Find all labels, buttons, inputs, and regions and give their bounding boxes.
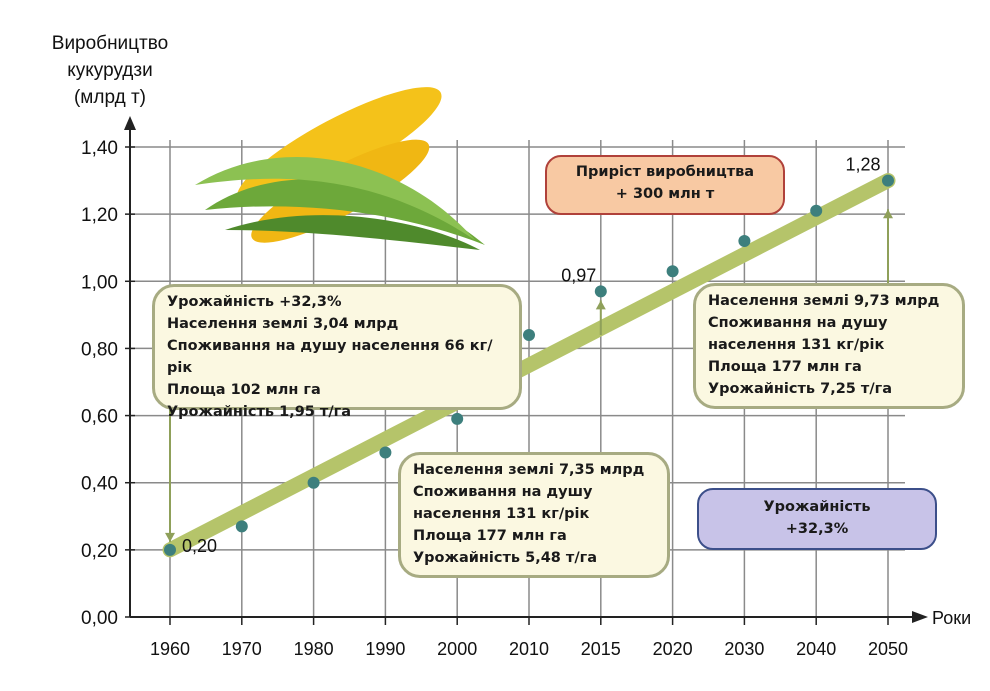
annotation-line: Урожайність 1,95 т/га bbox=[167, 404, 351, 420]
y-tick-label: 1,00 bbox=[81, 272, 118, 293]
arrow-2050-head-icon bbox=[883, 209, 893, 219]
data-point bbox=[164, 543, 176, 556]
annotation-line: населення 131 кг/рік bbox=[413, 506, 590, 522]
annotation-line: Площа 177 млн га bbox=[413, 528, 567, 544]
x-axis-label: Роки bbox=[932, 608, 972, 628]
x-tick-label: 2040 bbox=[796, 639, 836, 659]
y-label-line: кукурудзи bbox=[67, 60, 153, 81]
annotation-line: Площа 102 млн га bbox=[167, 382, 321, 398]
x-tick-label: 1960 bbox=[150, 639, 190, 659]
growth-line: + 300 млн т bbox=[615, 186, 715, 202]
annotation-line: Споживання на душу bbox=[708, 315, 888, 331]
data-label: 0,20 bbox=[182, 536, 217, 556]
y-tick-label: 0,60 bbox=[81, 407, 118, 428]
x-tick-label: 1970 bbox=[222, 639, 262, 659]
annotation-line: Площа 177 млн га bbox=[708, 359, 862, 375]
data-point bbox=[451, 412, 464, 425]
annotation-1960: Урожайність +32,3% Населення землі 3,04 … bbox=[152, 284, 522, 420]
data-point bbox=[666, 265, 679, 278]
annotation-line: Споживання на душу населення 66 кг/рік bbox=[167, 338, 493, 376]
yield-line: +32,3% bbox=[785, 521, 849, 537]
data-label: 0,97 bbox=[561, 265, 596, 285]
y-label-line: Виробництво bbox=[51, 33, 169, 54]
y-label-line: (млрд т) bbox=[73, 87, 146, 108]
y-tick-label: 0,80 bbox=[81, 339, 118, 360]
data-point bbox=[810, 204, 823, 217]
x-tick-label: 2000 bbox=[437, 639, 477, 659]
x-tick-label: 2050 bbox=[868, 639, 908, 659]
y-tick-label: 0,40 bbox=[81, 474, 118, 495]
annotation-line: Населення землі 3,04 млрд bbox=[167, 316, 399, 332]
annotation-line: Урожайність 5,48 т/га bbox=[413, 550, 597, 566]
arrow-2015-head-icon bbox=[595, 300, 606, 310]
data-label: 1,28 bbox=[845, 155, 880, 175]
x-axis-arrow-icon bbox=[912, 611, 928, 623]
data-point bbox=[523, 329, 535, 341]
x-tick-label: 1990 bbox=[365, 639, 405, 659]
annotation-2050: Населення землі 9,73 млрд Споживання на … bbox=[693, 283, 965, 409]
yield-badge: Урожайність +32,3% bbox=[697, 488, 937, 550]
trend-line bbox=[162, 173, 896, 558]
y-axis-label: Виробництво кукурудзи (млрд т) bbox=[30, 30, 190, 111]
annotation-line: населення 131 кг/рік bbox=[708, 337, 885, 353]
yield-line: Урожайність bbox=[763, 499, 871, 515]
annotation-2015: Населення землі 7,35 млрд Споживання на … bbox=[398, 452, 670, 578]
data-point bbox=[307, 476, 320, 489]
x-tick-label: 1980 bbox=[294, 639, 334, 659]
data-point bbox=[235, 520, 248, 533]
growth-badge: Приріст виробництва + 300 млн т bbox=[545, 155, 785, 215]
annotation-line: Урожайність +32,3% bbox=[167, 294, 342, 310]
growth-line: Приріст виробництва bbox=[575, 164, 755, 180]
x-tick-label: 2015 bbox=[581, 639, 621, 659]
y-tick-label: 0,20 bbox=[81, 541, 118, 562]
x-tick-label: 2020 bbox=[653, 639, 693, 659]
data-point bbox=[594, 285, 607, 298]
data-point bbox=[738, 235, 751, 247]
data-point bbox=[379, 446, 392, 459]
corn-illustration bbox=[195, 87, 485, 250]
x-tick-label: 2030 bbox=[724, 639, 764, 659]
x-tick-label: 2010 bbox=[509, 639, 549, 659]
annotation-line: Населення землі 7,35 млрд bbox=[413, 462, 645, 478]
annotation-line: Урожайність 7,25 т/га bbox=[708, 381, 892, 397]
arrow-1960-head-icon bbox=[165, 532, 175, 542]
annotation-line: Споживання на душу bbox=[413, 484, 593, 500]
y-tick-label: 1,20 bbox=[81, 205, 118, 226]
y-tick-label: 1,40 bbox=[81, 138, 118, 159]
y-tick-label: 0,00 bbox=[81, 608, 118, 629]
y-axis-arrow-icon bbox=[124, 116, 136, 130]
data-point bbox=[882, 174, 894, 187]
annotation-line: Населення землі 9,73 млрд bbox=[708, 293, 940, 309]
axes: 0,00 0,20 0,40 0,60 0,80 1,00 1,20 1,40 1960 1970… bbox=[81, 116, 928, 659]
